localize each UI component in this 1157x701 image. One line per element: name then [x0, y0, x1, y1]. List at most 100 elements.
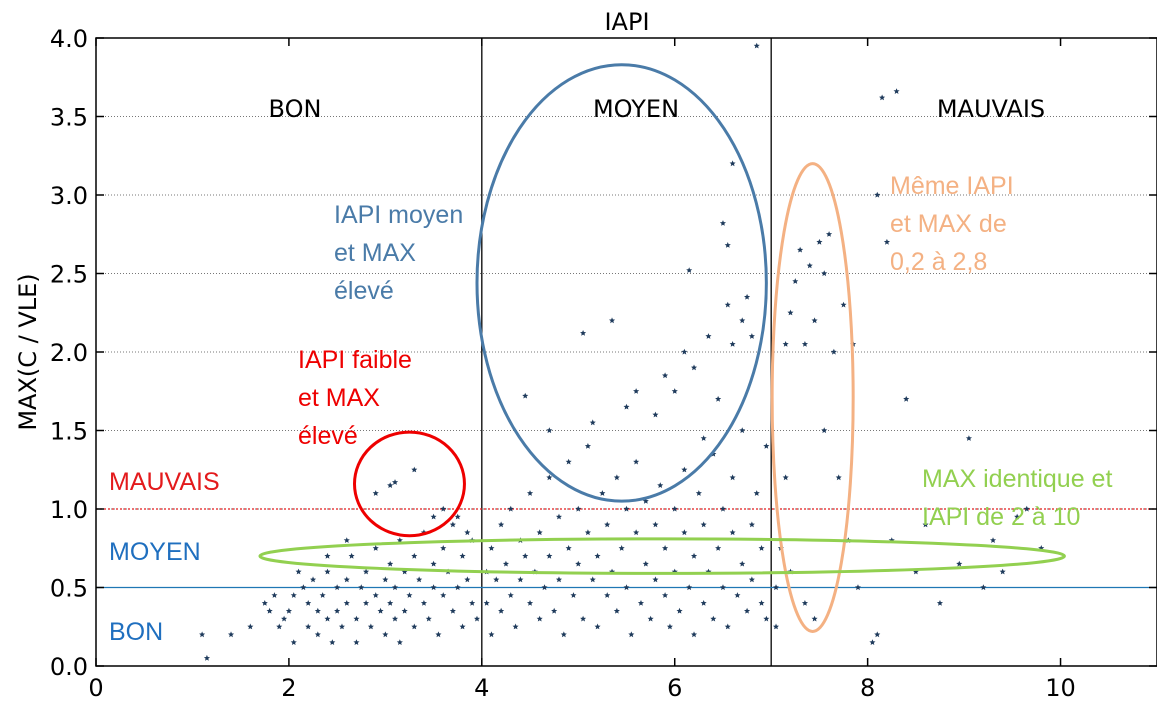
scatter-point	[382, 631, 389, 638]
scatter-point	[377, 607, 384, 614]
scatter-point	[353, 639, 360, 645]
scatter-point	[546, 552, 553, 559]
scatter-point	[662, 592, 669, 598]
scatter-point	[623, 403, 630, 410]
annotation-text: et MAX	[334, 239, 416, 267]
scatter-point	[546, 427, 553, 434]
scatter-point	[396, 537, 403, 543]
scatter-point	[613, 607, 620, 614]
scatter-point	[589, 576, 596, 583]
scatter-point	[570, 592, 577, 598]
scatter-point	[314, 607, 321, 614]
scatter-point	[580, 615, 587, 622]
y-tick-label: 1.0	[50, 496, 88, 524]
scatter-point	[739, 427, 746, 434]
scatter-point	[290, 592, 297, 598]
scatter-point	[652, 411, 659, 418]
annotation-text: élevé	[298, 422, 358, 450]
scatter-point	[811, 317, 818, 324]
scatter-point	[879, 94, 886, 101]
annotation-text: et MAX de	[890, 210, 1007, 238]
scatter-point	[329, 639, 336, 645]
x-tick-label: 8	[860, 674, 875, 701]
scatter-point	[324, 552, 331, 559]
scatter-point	[633, 388, 640, 394]
scatter-point	[387, 482, 394, 488]
scatter-point	[343, 576, 350, 583]
scatter-point	[295, 568, 302, 575]
scatter-point	[821, 427, 828, 434]
scatter-point	[609, 568, 616, 575]
scatter-point	[1023, 505, 1030, 512]
scatter-point	[469, 600, 476, 606]
scatter-point	[734, 592, 741, 598]
scatter-point	[618, 545, 625, 551]
scatter-point	[440, 592, 447, 598]
scatter-point	[753, 42, 760, 49]
scatter-point	[430, 513, 437, 520]
scatter-point	[203, 654, 210, 661]
scatter-point	[980, 584, 987, 591]
scatter-point	[801, 600, 808, 606]
scatter-point	[555, 513, 562, 520]
x-tick-label: 6	[667, 674, 682, 701]
data-points	[199, 42, 1045, 661]
scatter-point	[826, 231, 833, 237]
scatter-point	[729, 474, 736, 481]
scatter-point	[276, 623, 283, 630]
scatter-point	[652, 521, 659, 528]
scatter-point	[536, 529, 543, 536]
scatter-point	[396, 639, 403, 645]
annotation-text: IAPI de 2 à 10	[922, 503, 1080, 531]
scatter-point	[691, 552, 698, 559]
annotation-text: élevé	[334, 277, 394, 305]
scatter-point	[464, 576, 471, 583]
scatter-point	[599, 490, 606, 496]
scatter-point	[565, 458, 572, 465]
scatter-point	[594, 552, 601, 559]
scatter-point	[748, 576, 755, 583]
scatter-point	[681, 466, 688, 473]
scatter-point	[411, 623, 418, 630]
scatter-point	[686, 267, 693, 273]
scatter-point	[821, 270, 828, 277]
scatter-point	[965, 435, 972, 441]
y-tick-label: 1.5	[50, 418, 88, 446]
scatter-point	[830, 348, 837, 355]
scatter-point	[502, 560, 509, 567]
scatter-point	[266, 607, 273, 614]
scatter-point	[874, 191, 881, 198]
scatter-point	[623, 584, 630, 591]
x-tick-label: 2	[281, 674, 296, 701]
scatter-point	[358, 584, 365, 591]
scatter-point	[584, 529, 591, 536]
scatter-point	[565, 545, 572, 551]
scatter-point	[199, 631, 206, 638]
scatter-point	[560, 631, 567, 638]
x-tick-label: 4	[474, 674, 489, 701]
scatter-point	[691, 364, 698, 371]
scatter-point	[623, 505, 630, 512]
scatter-point	[459, 552, 466, 559]
scatter-point	[797, 246, 804, 253]
scatter-point	[676, 607, 683, 614]
scatter-point	[464, 529, 471, 536]
scatter-point	[724, 301, 731, 308]
scatter-point	[334, 607, 341, 614]
annotation-text: Même IAPI	[890, 172, 1014, 200]
scatter-point	[869, 639, 876, 645]
scatter-point	[387, 600, 394, 606]
scatter-point	[700, 435, 707, 441]
scatter-point	[541, 584, 548, 591]
zone-label: MOYEN	[593, 95, 679, 123]
scatter-point	[633, 458, 640, 465]
scatter-point	[854, 584, 861, 591]
scatter-point	[488, 545, 495, 551]
scatter-point	[247, 623, 254, 630]
scatter-point	[883, 238, 890, 245]
scatter-point	[314, 631, 321, 638]
scatter-point	[498, 521, 505, 528]
scatter-point	[527, 490, 534, 496]
scatter-point	[527, 600, 534, 606]
scatter-point	[681, 348, 688, 355]
